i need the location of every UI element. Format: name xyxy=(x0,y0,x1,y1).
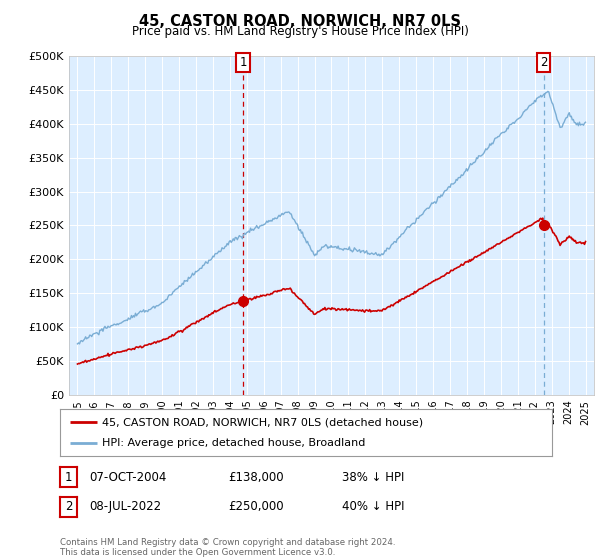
Text: 1: 1 xyxy=(239,56,247,69)
Text: 45, CASTON ROAD, NORWICH, NR7 0LS: 45, CASTON ROAD, NORWICH, NR7 0LS xyxy=(139,14,461,29)
Text: 2: 2 xyxy=(540,56,547,69)
Text: 2: 2 xyxy=(65,500,72,514)
Text: 40% ↓ HPI: 40% ↓ HPI xyxy=(342,500,404,514)
Text: Contains HM Land Registry data © Crown copyright and database right 2024.
This d: Contains HM Land Registry data © Crown c… xyxy=(60,538,395,557)
Text: 08-JUL-2022: 08-JUL-2022 xyxy=(89,500,161,514)
Text: 1: 1 xyxy=(65,470,72,484)
Text: Price paid vs. HM Land Registry's House Price Index (HPI): Price paid vs. HM Land Registry's House … xyxy=(131,25,469,38)
Text: 38% ↓ HPI: 38% ↓ HPI xyxy=(342,470,404,484)
Text: HPI: Average price, detached house, Broadland: HPI: Average price, detached house, Broa… xyxy=(102,438,365,448)
Text: 45, CASTON ROAD, NORWICH, NR7 0LS (detached house): 45, CASTON ROAD, NORWICH, NR7 0LS (detac… xyxy=(102,417,423,427)
Text: 07-OCT-2004: 07-OCT-2004 xyxy=(89,470,166,484)
Text: £250,000: £250,000 xyxy=(228,500,284,514)
Text: £138,000: £138,000 xyxy=(228,470,284,484)
